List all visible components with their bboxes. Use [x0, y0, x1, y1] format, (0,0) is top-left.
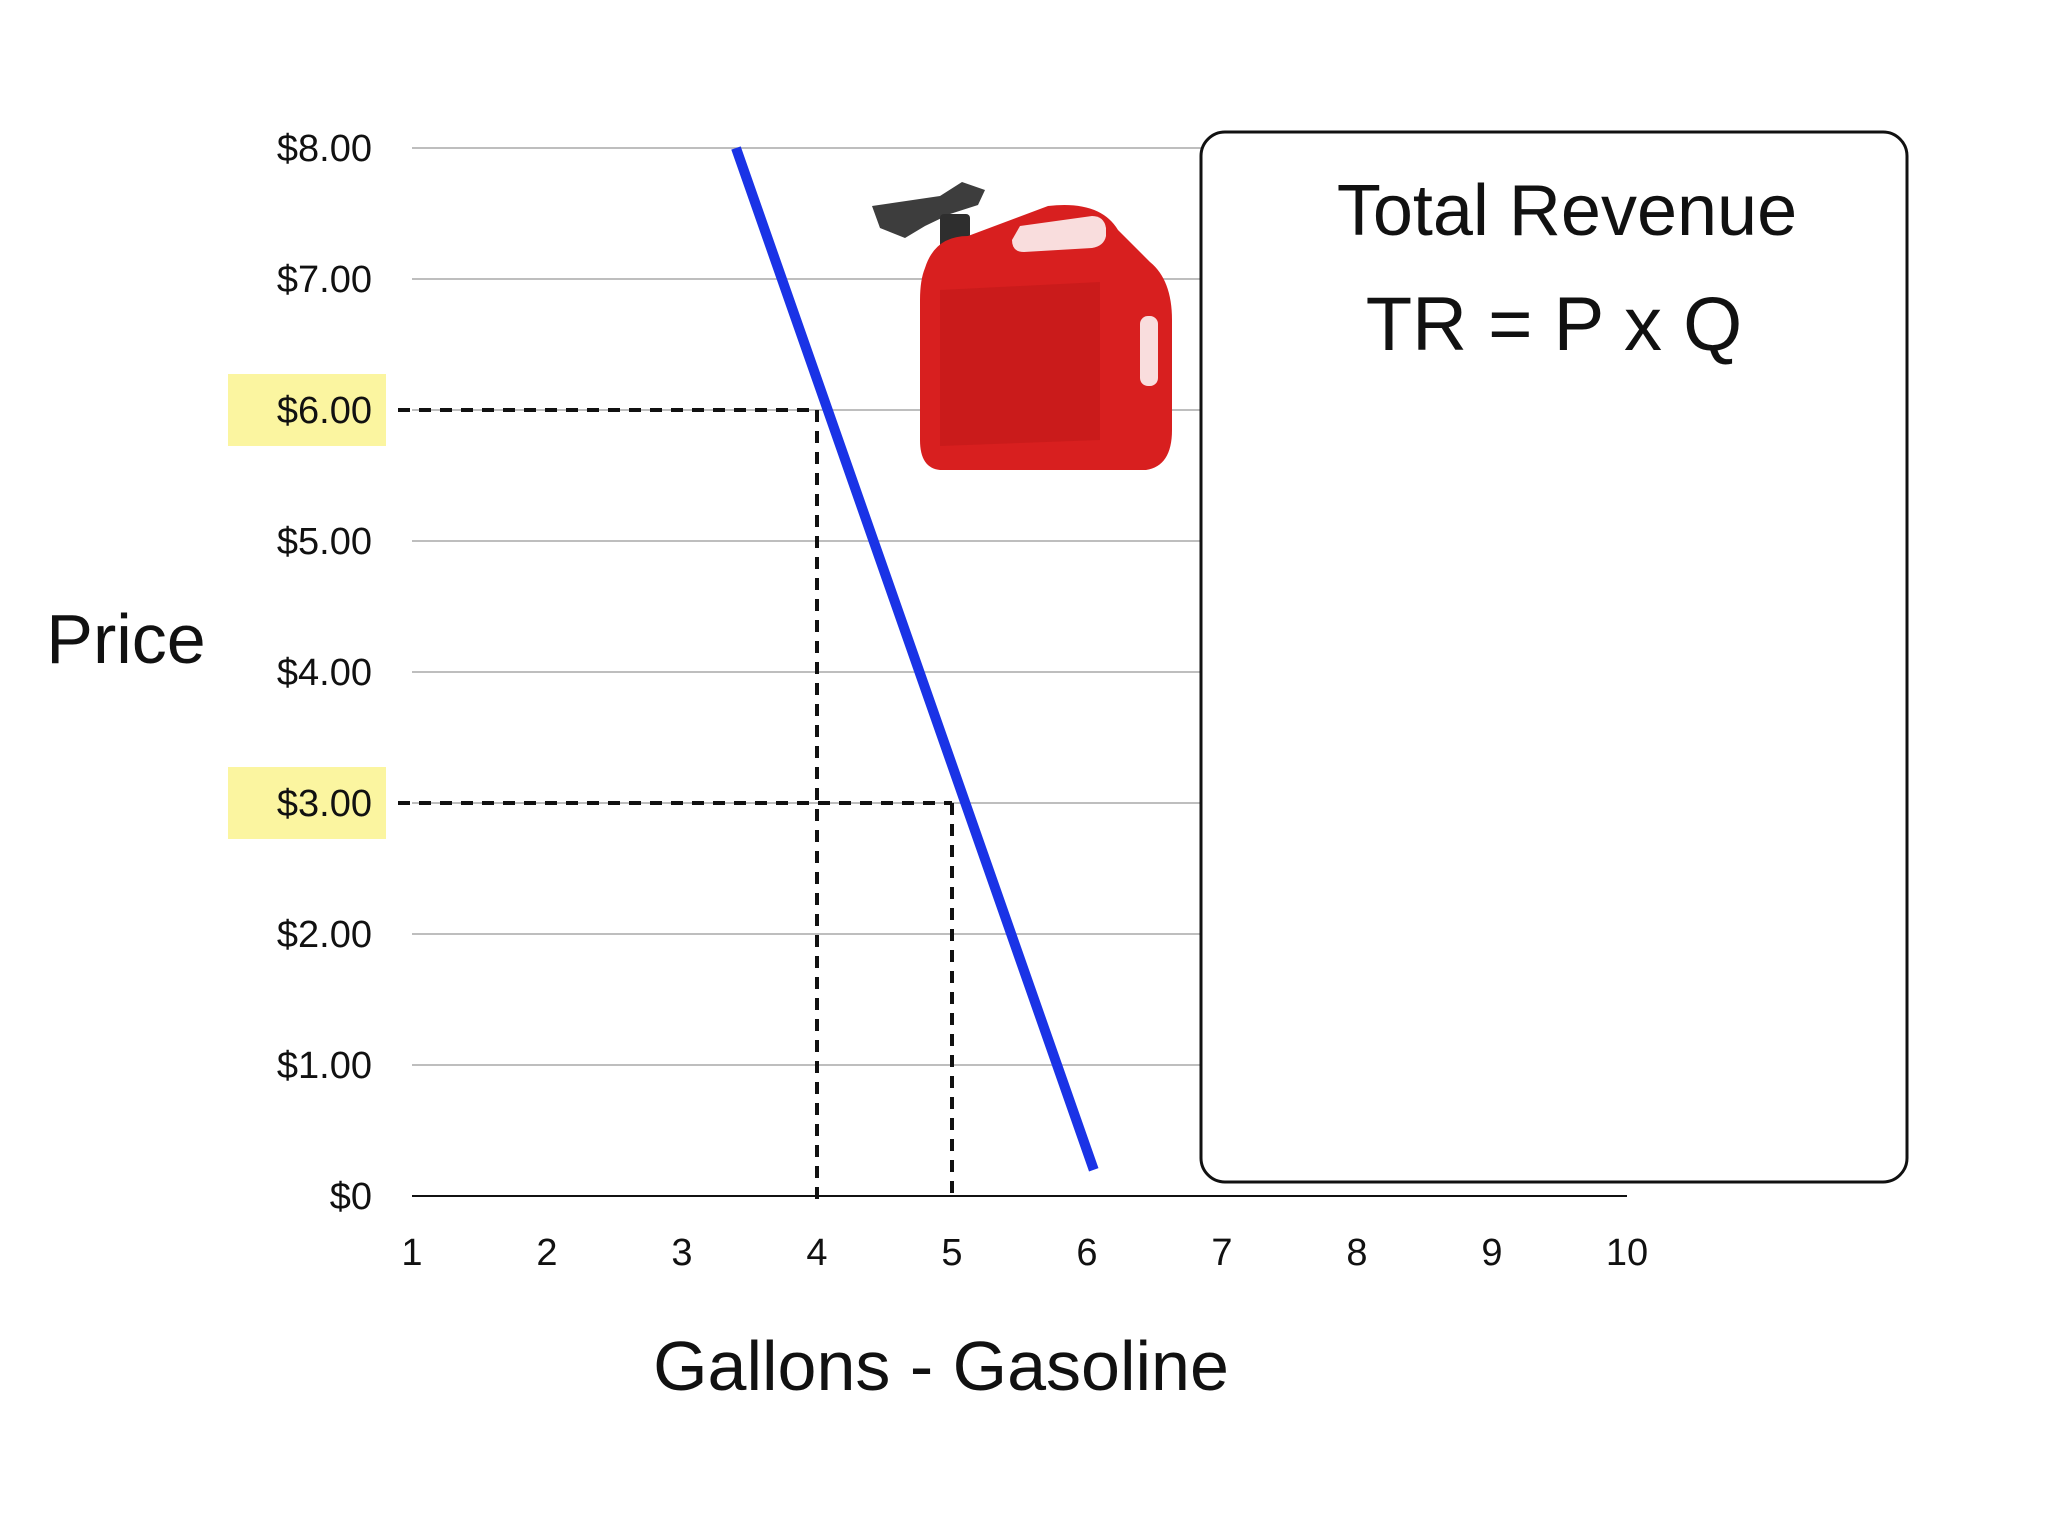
y-tick-label: $8.00	[277, 128, 372, 170]
y-tick-label: $5.00	[277, 521, 372, 563]
gasoline-can-icon	[872, 182, 1172, 470]
price-highlights	[228, 374, 386, 839]
price-highlight-box	[228, 374, 386, 446]
demand-series	[731, 146, 1099, 1172]
x-tick-labels: 1 2 3 4 5 6 7 8 9 10	[401, 1232, 1648, 1274]
y-tick-label: $0	[330, 1176, 372, 1218]
x-tick-label: 3	[671, 1232, 692, 1274]
x-tick-label: 1	[401, 1232, 422, 1274]
y-tick-labels: $0 $1.00 $2.00 $3.00 $4.00 $5.00 $6.00 $7.00 $8.…	[277, 128, 372, 1218]
total-revenue-title: Total Revenue	[1337, 171, 1797, 251]
demand-line	[731, 146, 1099, 1172]
y-tick-label: $6.00	[277, 390, 372, 432]
y-tick-label: $1.00	[277, 1045, 372, 1087]
guide-lines	[398, 408, 954, 1202]
y-tick-label: $3.00	[277, 783, 372, 825]
x-tick-label: 10	[1606, 1232, 1648, 1274]
y-tick-label: $2.00	[277, 914, 372, 956]
x-tick-label: 4	[806, 1232, 827, 1274]
x-tick-label: 5	[941, 1232, 962, 1274]
y-tick-label: $7.00	[277, 259, 372, 301]
x-axis-label: Gallons - Gasoline	[653, 1327, 1229, 1405]
x-tick-label: 6	[1076, 1232, 1097, 1274]
y-axis-label: Price	[46, 600, 205, 678]
x-tick-label: 9	[1481, 1232, 1502, 1274]
price-highlight-box	[228, 767, 386, 839]
total-revenue-box: Total Revenue TR = P x Q	[1199, 130, 1909, 1184]
y-tick-label: $4.00	[277, 652, 372, 694]
x-tick-label: 2	[536, 1232, 557, 1274]
grid-lines	[412, 147, 1627, 1197]
total-revenue-formula: TR = P x Q	[1366, 282, 1743, 367]
x-tick-label: 8	[1346, 1232, 1367, 1274]
x-tick-label: 7	[1211, 1232, 1232, 1274]
